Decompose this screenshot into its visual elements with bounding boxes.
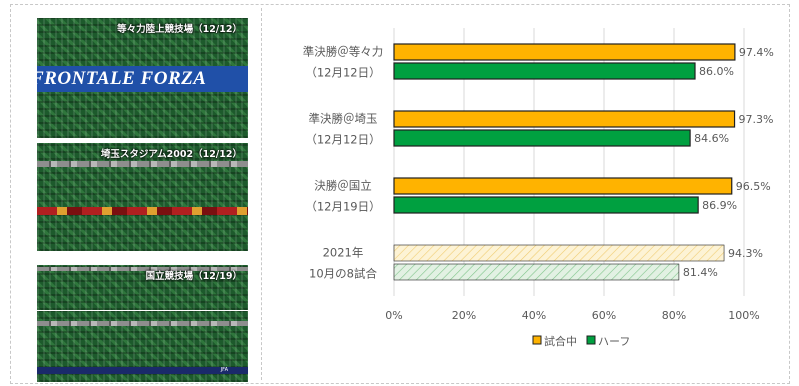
- category-label-line2: 10月の8試合: [309, 267, 377, 281]
- bar-half: [393, 263, 680, 281]
- category-label-line2: （12月19日）: [305, 200, 380, 214]
- bar-marks: [393, 43, 736, 281]
- bar-during: [393, 244, 725, 262]
- category-label-line1: 2021年: [323, 246, 364, 260]
- stadium-photo-todoroki: FRONTALE FORZA 等々力陸上競技場（12/12）: [37, 18, 248, 138]
- stadium-photo-collage: FRONTALE FORZA 等々力陸上競技場（12/12） 埼玉スタジアム20…: [37, 18, 248, 382]
- data-label: 97.3%: [739, 113, 774, 126]
- stadium-photo-kokuritsu: 国立競技場（12/19）: [37, 265, 248, 310]
- bar-half: [393, 196, 699, 214]
- x-tick-label: 20%: [452, 309, 476, 322]
- photo-caption-todoroki: 等々力陸上競技場（12/12）: [117, 24, 242, 35]
- bar-during: [393, 43, 736, 61]
- data-label: 86.0%: [699, 65, 734, 78]
- data-label: 84.6%: [694, 132, 729, 145]
- category-label-line2: （12月12日）: [305, 133, 380, 147]
- photo-caption-saitama: 埼玉スタジアム2002（12/12）: [100, 149, 242, 160]
- x-tick-label: 80%: [662, 309, 686, 322]
- data-label: 94.3%: [728, 247, 763, 260]
- data-label: 86.9%: [702, 199, 737, 212]
- bar-during: [393, 177, 733, 195]
- data-label: 96.5%: [736, 180, 771, 193]
- supporter-banner: FRONTALE FORZA: [37, 66, 248, 92]
- data-label: 97.4%: [739, 46, 774, 59]
- ribbon-board: JFA: [37, 367, 248, 374]
- x-tick-labels: 0% 20% 40% 60% 80% 100%: [385, 309, 759, 322]
- chart-frame: [10, 4, 790, 384]
- legend-swatch: [586, 335, 596, 345]
- stadium-photo-kokuritsu-lower: JFA: [37, 311, 248, 382]
- legend-label: ハーフ: [598, 335, 630, 348]
- chart-legend: 試合中 ハーフ: [532, 334, 630, 348]
- bar-during: [393, 110, 736, 128]
- ribbon-board-text: JFA: [220, 367, 228, 373]
- bar-half: [393, 129, 691, 147]
- legend-swatch: [532, 335, 542, 345]
- stadium-photo-saitama: 埼玉スタジアム2002（12/12）: [37, 143, 248, 251]
- x-tick-label: 40%: [522, 309, 546, 322]
- x-tick-label: 0%: [385, 309, 402, 322]
- data-labels: 97.4% 86.0% 97.3% 84.6% 96.5% 86.9% 94.3% 81.4%: [683, 46, 774, 279]
- x-tick-label: 100%: [728, 309, 759, 322]
- bar-half: [393, 62, 696, 80]
- category-label-line1: 決勝＠国立: [314, 179, 372, 193]
- data-label: 81.4%: [683, 266, 718, 279]
- category-label-line1: 準決勝＠埼玉: [309, 112, 378, 126]
- photo-caption-kokuritsu: 国立競技場（12/19）: [145, 271, 242, 282]
- legend-label: 試合中: [544, 334, 577, 348]
- advertising-board: [37, 207, 248, 215]
- category-labels: 準決勝＠等々力 （12月12日） 準決勝＠埼玉 （12月12日） 決勝＠国立 （12月19…: [303, 45, 384, 281]
- x-tick-label: 60%: [592, 309, 616, 322]
- panel-divider: [261, 8, 262, 380]
- category-label-line2: （12月12日）: [305, 66, 380, 80]
- category-label-line1: 準決勝＠等々力: [303, 45, 384, 59]
